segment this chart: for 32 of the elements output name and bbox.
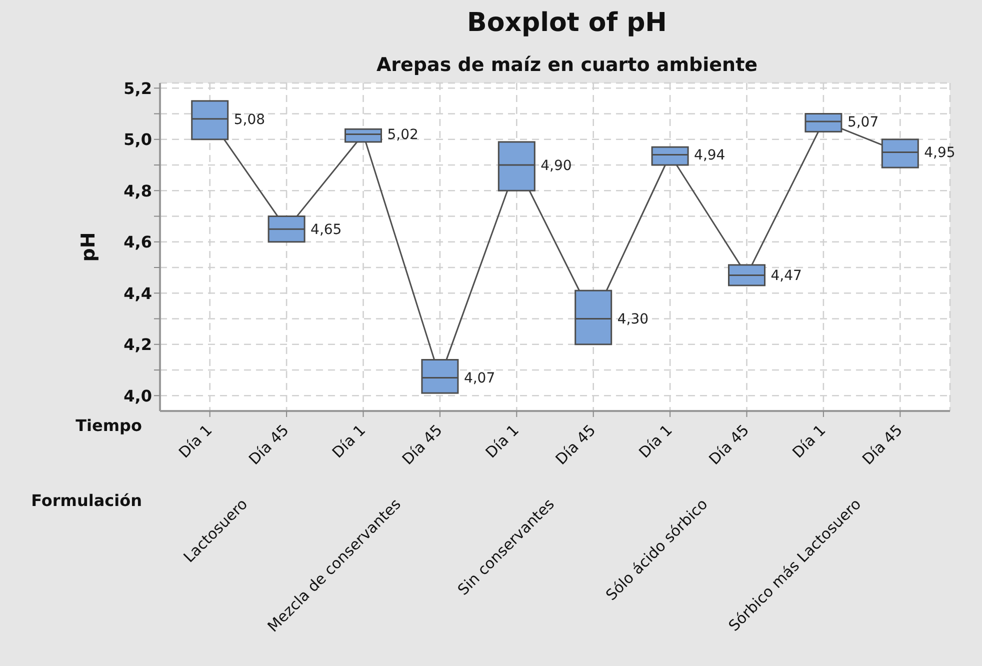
x-tick-label: Día 45 bbox=[552, 421, 600, 468]
text: 4,30 bbox=[617, 312, 649, 328]
y-tick-label: 5,0 bbox=[124, 130, 152, 150]
x-tick-label: Día 45 bbox=[858, 421, 906, 468]
x-tick-label: Día 45 bbox=[705, 421, 753, 468]
text: 5,02 bbox=[387, 127, 418, 144]
y-tick-label: 4,6 bbox=[124, 232, 152, 252]
y-tick-label: 4,4 bbox=[124, 284, 152, 303]
x-tick-label: Día 45 bbox=[398, 421, 446, 468]
chart-title: Boxplot of pH bbox=[466, 8, 668, 38]
x-tick-label: Día 45 bbox=[245, 421, 292, 468]
text: 4,07 bbox=[464, 370, 496, 387]
y-tick-label: 4,2 bbox=[124, 335, 152, 354]
x-tick-label: Día 1 bbox=[482, 421, 522, 462]
text: 5,07 bbox=[847, 114, 879, 130]
text: 4,95 bbox=[924, 145, 956, 162]
text: Tiempo bbox=[76, 416, 142, 435]
y-tick-label: 5,2 bbox=[124, 78, 152, 98]
x-tick-label: Día 1 bbox=[788, 421, 830, 462]
x-tick-label: Día 1 bbox=[175, 421, 216, 462]
x-tick-label: Día 1 bbox=[328, 421, 370, 462]
text: 4,65 bbox=[310, 222, 342, 238]
y-tick-label: 4,0 bbox=[124, 386, 152, 406]
text: 4,47 bbox=[770, 268, 802, 284]
y-axis-title: pH bbox=[78, 232, 100, 262]
text: Formulación bbox=[31, 491, 142, 510]
y-tick-label: 4,8 bbox=[124, 181, 152, 200]
chart-subtitle: Arepas de maíz en cuarto ambiente bbox=[375, 54, 759, 76]
x-tick-label: Día 1 bbox=[635, 421, 676, 462]
text: 4,90 bbox=[540, 158, 572, 174]
text: 5,08 bbox=[234, 112, 266, 128]
text: 4,94 bbox=[694, 148, 726, 164]
